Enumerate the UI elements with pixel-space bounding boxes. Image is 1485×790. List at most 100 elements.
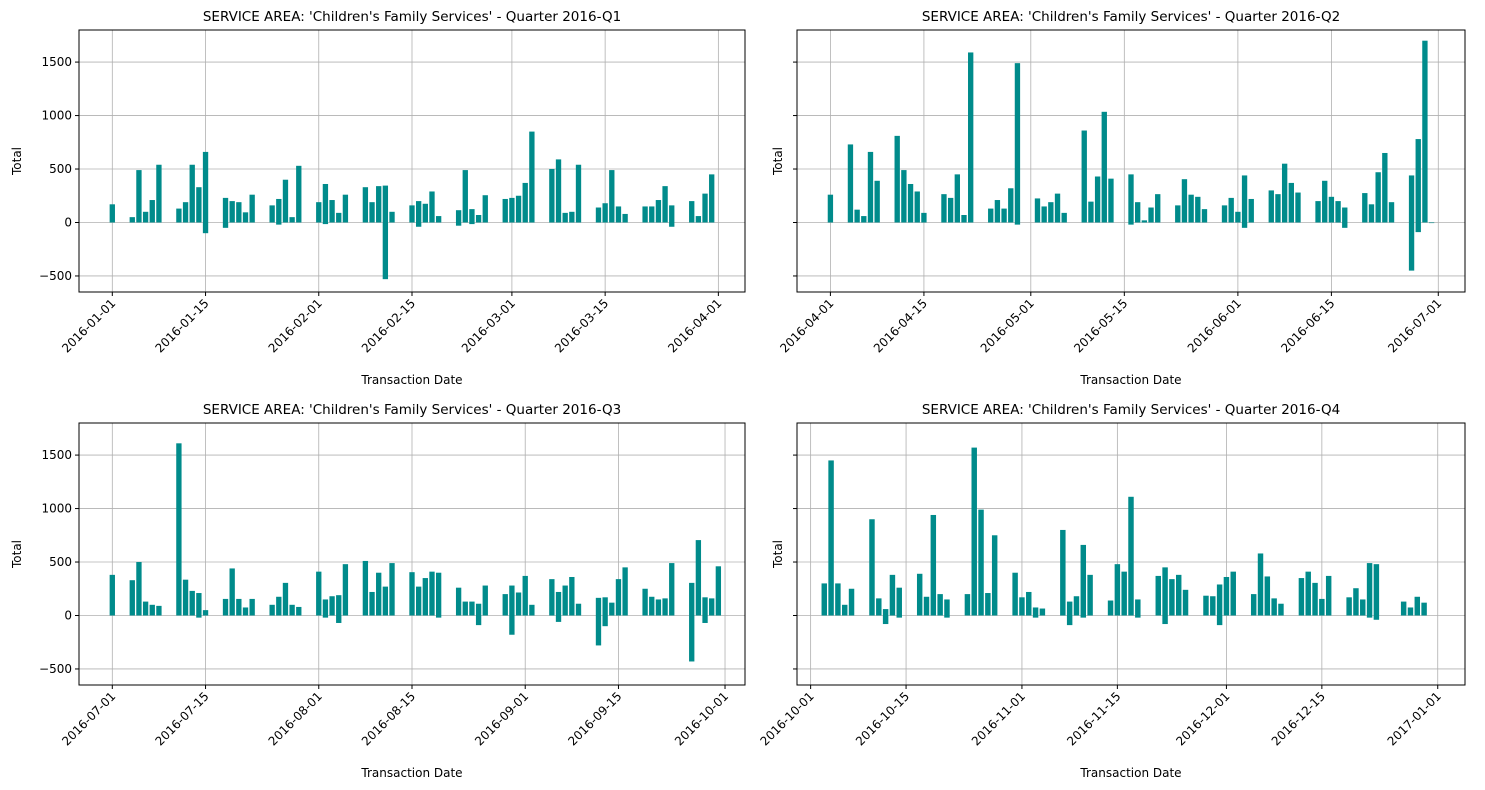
bar [575, 603, 582, 616]
x-tick-label: 2016-06-01 [1185, 296, 1244, 355]
bar [1175, 205, 1181, 223]
bar [236, 202, 242, 223]
y-tick-label: 500 [49, 162, 72, 176]
y-tick-label: 1000 [41, 109, 72, 123]
x-tick-label: 2016-09-01 [472, 689, 531, 748]
bar [1315, 201, 1321, 223]
bar [435, 572, 442, 616]
bar [1054, 193, 1061, 223]
bar [869, 519, 875, 616]
bar [896, 615, 902, 618]
bar [1135, 615, 1141, 618]
x-tick-label: 2017-01-01 [1385, 689, 1444, 748]
bar [475, 215, 482, 223]
bar [827, 194, 834, 223]
bar [914, 191, 920, 223]
bar [1250, 594, 1257, 616]
y-axis-label: Total [771, 540, 785, 569]
bar [422, 203, 428, 223]
bar [149, 604, 155, 616]
bar [1328, 196, 1335, 223]
bar [222, 197, 229, 223]
bar [695, 216, 702, 223]
y-tick-label: 500 [49, 555, 72, 569]
bar [276, 198, 282, 223]
bar [1360, 599, 1366, 616]
bar [369, 202, 375, 223]
bar [509, 585, 515, 616]
bar [229, 568, 235, 616]
bar [1248, 198, 1254, 223]
bar [136, 562, 142, 616]
bar [389, 211, 395, 223]
bar [1012, 572, 1018, 616]
bar [1415, 139, 1421, 223]
x-tick-label: 2016-06-15 [1278, 296, 1337, 355]
bar [522, 182, 528, 223]
bar [475, 615, 482, 626]
bar [1368, 204, 1375, 223]
bar [655, 599, 662, 616]
bar [901, 170, 907, 223]
bar [615, 206, 622, 223]
bar [1230, 571, 1236, 616]
bar [1422, 40, 1428, 223]
bar [1019, 597, 1025, 616]
bar [502, 594, 508, 616]
bar [923, 596, 930, 616]
bar [1221, 205, 1228, 223]
x-tick-label: 2016-04-01 [777, 296, 836, 355]
bar [602, 597, 608, 616]
bar [1421, 602, 1427, 616]
x-ticks-q4: 2016-10-01 2016-10-15 2016-11-01 2016-11-15… [758, 685, 1444, 748]
bar [1407, 607, 1414, 616]
x-tick-label: 2016-12-15 [1269, 689, 1328, 748]
bar [1066, 601, 1073, 616]
bar [715, 566, 722, 616]
bar [1041, 206, 1047, 223]
bar [1235, 211, 1241, 223]
bar [937, 594, 943, 616]
bar [854, 209, 860, 223]
bar [1128, 174, 1134, 223]
y-ticks-q2 [793, 61, 797, 277]
subplot-q3: SERVICE AREA: 'Children's Family Service… [10, 402, 746, 780]
bar [894, 135, 900, 223]
bar [142, 211, 149, 223]
bar [1295, 192, 1301, 223]
y-tick-label: 0 [64, 608, 72, 622]
bar [876, 598, 882, 616]
bar [1121, 571, 1127, 616]
bar [994, 200, 1001, 223]
x-tick-label: 2016-07-01 [59, 689, 118, 748]
y-ticks-q3: −500 0 500 1000 1500 [39, 448, 79, 676]
bar [462, 601, 468, 616]
bar [988, 208, 994, 223]
y-axis-label: Total [771, 147, 785, 176]
bar [874, 180, 880, 223]
bar [1257, 553, 1264, 616]
y-axis-label: Total [10, 540, 24, 569]
bar [907, 183, 914, 223]
bar [1107, 600, 1114, 616]
bar [189, 590, 195, 616]
bar [655, 200, 662, 223]
x-tick-label: 2016-05-15 [1071, 296, 1130, 355]
bar [1366, 563, 1373, 616]
bar [1073, 596, 1080, 616]
bar [196, 187, 202, 223]
bar [1408, 175, 1415, 223]
bar [896, 587, 902, 616]
bar [382, 586, 389, 616]
bar [415, 201, 422, 223]
bar [847, 144, 854, 223]
y-axis-label: Total [10, 147, 24, 176]
bar [1108, 178, 1114, 223]
bar [196, 615, 202, 618]
bar [1271, 598, 1277, 616]
y-tick-label: −500 [39, 269, 72, 283]
bar [1034, 198, 1041, 223]
bar [649, 206, 655, 223]
bar [142, 601, 149, 616]
bar [415, 222, 422, 227]
